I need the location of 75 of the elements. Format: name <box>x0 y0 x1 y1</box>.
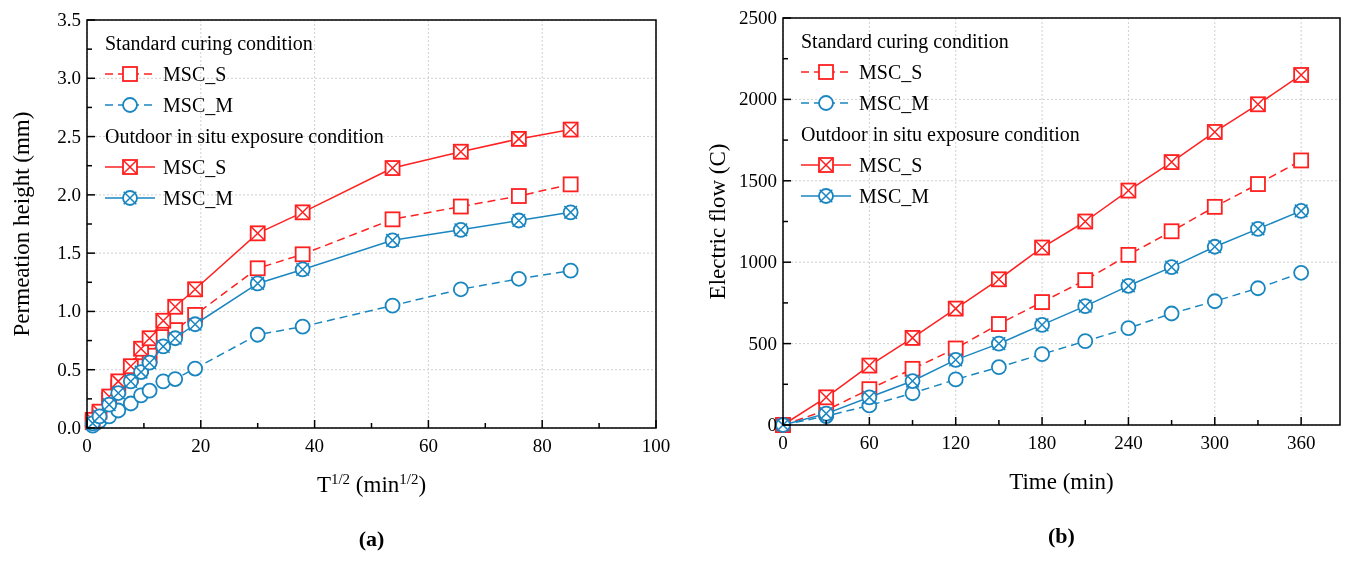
point <box>562 176 579 193</box>
point <box>384 211 401 228</box>
y-axis-title: Electric flow (C) <box>705 143 730 300</box>
point <box>990 316 1007 332</box>
text: (a) <box>358 526 385 551</box>
point <box>1293 264 1310 281</box>
y-tick-label: 2.5 <box>57 125 81 147</box>
text: (b) <box>1048 523 1075 548</box>
annotation: Outdoor in situ exposure condition <box>801 123 1080 146</box>
point <box>141 382 158 399</box>
y-tick-label: 500 <box>748 332 777 354</box>
point <box>1077 272 1094 289</box>
point <box>1293 152 1310 169</box>
point <box>1034 294 1050 310</box>
x-tick-label: 60 <box>859 432 879 453</box>
point <box>1120 246 1137 263</box>
x-tick-label: 20 <box>191 435 211 456</box>
x-tick-label: 360 <box>1286 432 1316 453</box>
point <box>294 246 311 263</box>
point <box>294 318 311 335</box>
point <box>510 270 527 287</box>
point <box>990 359 1007 376</box>
x-axis-title: Time (min) <box>1009 469 1114 494</box>
point <box>1077 333 1094 350</box>
legend-label: MSC_S <box>163 63 227 85</box>
point <box>1206 293 1223 310</box>
y-tick-label: 1500 <box>739 169 777 191</box>
point <box>1163 305 1180 322</box>
point <box>452 281 469 298</box>
point <box>1206 198 1223 215</box>
legend-label: MSC_M <box>859 185 930 207</box>
point <box>1120 320 1137 337</box>
y-tick-label: 1.0 <box>57 300 81 322</box>
point <box>1250 176 1266 192</box>
point <box>1250 280 1266 297</box>
x-tick-label: 180 <box>1027 432 1057 453</box>
y-axis-title: Permeation height (mm) <box>9 111 34 337</box>
point <box>1034 346 1050 363</box>
x-tick-label: 120 <box>941 432 970 453</box>
point <box>122 395 139 412</box>
x-tick-label: 60 <box>418 435 438 456</box>
y-tick-label: 3.5 <box>57 9 81 30</box>
point <box>384 297 401 314</box>
point <box>562 262 579 279</box>
point <box>249 260 266 277</box>
x-tick-label: 100 <box>641 435 671 456</box>
point <box>947 371 964 388</box>
x-tick-label: 240 <box>1114 432 1143 453</box>
point <box>187 360 204 377</box>
legend-label: MSC_S <box>859 154 923 176</box>
x-tick-label: 80 <box>532 435 552 456</box>
point <box>452 198 469 215</box>
point <box>1163 223 1180 240</box>
y-tick-label: 1000 <box>739 251 777 273</box>
y-tick-label: 0.0 <box>57 417 81 438</box>
x-axis-title: T$^{1/2}$ (min$^{1/2}$) <box>316 471 427 497</box>
annotation: Outdoor in situ exposure condition <box>105 125 384 148</box>
legend-label: MSC_S <box>859 61 923 83</box>
point <box>167 371 184 387</box>
x-tick-label: 300 <box>1200 432 1230 453</box>
legend-label: MSC_M <box>163 187 234 209</box>
y-tick-label: 2500 <box>739 7 777 28</box>
legend-label: MSC_M <box>163 94 234 116</box>
x-tick-label: 40 <box>305 435 325 456</box>
annotation: Standard curing condition <box>105 32 313 55</box>
point <box>510 188 527 204</box>
y-tick-label: 0.5 <box>57 358 81 380</box>
y-tick-label: 3.0 <box>57 67 81 89</box>
y-tick-label: 2.0 <box>57 183 81 205</box>
legend-label: MSC_S <box>163 156 227 178</box>
legend-label: MSC_M <box>859 92 930 114</box>
y-tick-label: 2000 <box>739 88 777 110</box>
y-tick-label: 1.5 <box>57 242 81 264</box>
point <box>249 326 266 343</box>
annotation: Standard curing condition <box>801 30 1009 53</box>
